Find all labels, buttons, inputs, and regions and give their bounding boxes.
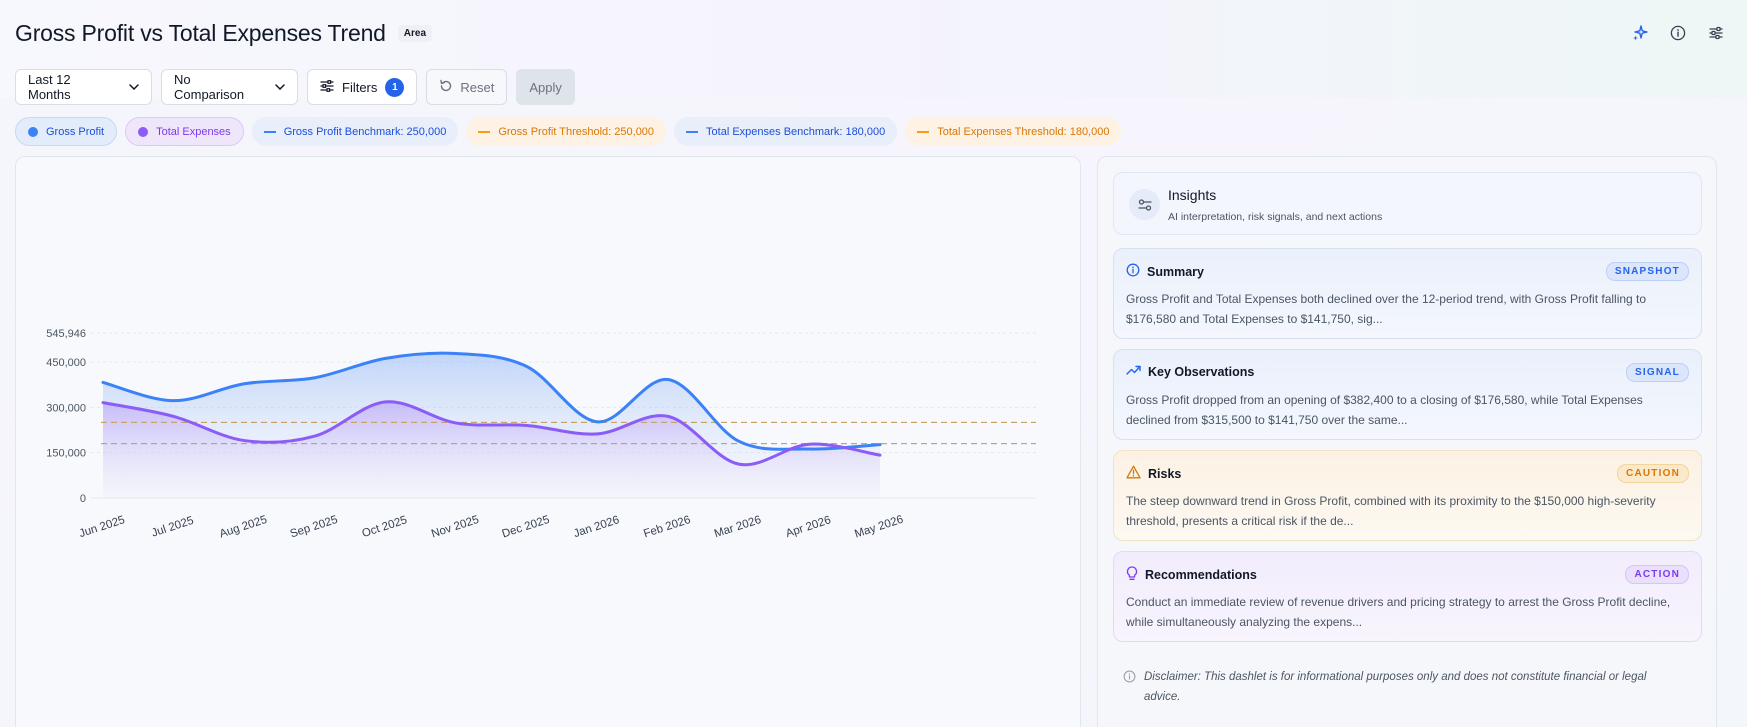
y-tick-label: 0 [80,493,86,505]
x-tick-label: Sep 2025 [289,514,340,541]
reset-icon [439,79,453,96]
y-tick-label: 300,000 [46,402,86,414]
sparkle-icon[interactable] [1631,24,1649,42]
header-actions [1631,24,1725,42]
risks-card-text: The steep downward trend in Gross Profit… [1126,494,1656,528]
info-icon [1123,670,1136,707]
legend-line [263,130,276,133]
total-expenses-line [101,400,882,467]
insights-subtitle: AI interpretation, risk signals, and nex… [1168,211,1383,223]
summary-card-text: Gross Profit and Total Expenses both dec… [1126,292,1647,326]
x-tick-label: Feb 2026 [642,514,692,540]
legend-label: Gross Profit Benchmark: 250,000 [283,125,447,138]
observations-card-tag: SIGNAL [1626,363,1689,382]
y-tick-label: 545,946 [46,328,86,340]
info-icon[interactable] [1669,24,1687,42]
chart-legend: Gross Profit Total Expenses Gross Profit… [15,117,1122,146]
legend-te-threshold[interactable]: Total Expenses Threshold: 180,000 [905,117,1122,146]
insights-sliders-icon [1129,189,1160,220]
legend-label: Total Expenses Benchmark: 180,000 [706,125,886,138]
filters-count-badge: 1 [385,77,405,97]
apply-button[interactable]: Apply [516,69,575,105]
warning-icon [1126,465,1141,482]
legend-label: Total Expenses [156,125,231,138]
chart-card: 545,946 450,000 300,000 150,000 0 Jun 2025 Jul… [15,156,1081,727]
observations-card-text: Gross Profit dropped from an opening of … [1126,393,1643,427]
insights-title: Insights [1168,187,1217,203]
filters-button[interactable]: Filters 1 [307,69,418,105]
risks-card[interactable]: Risks CAUTION The steep downward trend i… [1113,450,1702,541]
x-tick-label: Nov 2025 [430,514,481,541]
page-title: Gross Profit vs Total Expenses Trend [15,20,386,46]
summary-card[interactable]: Summary SNAPSHOT Gross Profit and Total … [1113,248,1702,339]
risks-card-header: Risks [1126,465,1181,482]
y-tick-label: 150,000 [46,448,86,460]
x-tick-label: Jun 2025 [78,514,127,540]
legend-te-benchmark[interactable]: Total Expenses Benchmark: 180,000 [674,117,898,146]
chevron-down-icon [129,84,139,90]
x-tick-label: Apr 2026 [784,514,832,540]
legend-dot [28,126,38,137]
legend-total-expenses[interactable]: Total Expenses [125,117,244,146]
observations-card[interactable]: Key Observations SIGNAL Gross Profit dro… [1113,349,1702,440]
legend-gp-threshold[interactable]: Gross Profit Threshold: 250,000 [466,117,667,146]
legend-label: Gross Profit [46,125,105,138]
legend-line [686,130,699,133]
filters-label: Filters [342,79,378,95]
x-tick-label: Jan 2026 [572,514,621,540]
sliders-icon[interactable] [1707,24,1725,42]
y-tick-label: 450,000 [46,357,86,369]
legend-line [917,130,930,133]
legend-gross-profit[interactable]: Gross Profit [15,117,118,146]
recommendations-card-header: Recommendations [1126,566,1257,584]
trending-up-icon [1126,364,1141,379]
legend-gp-benchmark[interactable]: Gross Profit Benchmark: 250,000 [251,117,459,146]
recommendations-card-text: Conduct an immediate review of revenue d… [1126,595,1671,629]
x-tick-label: Oct 2025 [361,514,409,540]
x-tick-label: Dec 2025 [501,514,552,541]
area-chart: 545,946 450,000 300,000 150,000 0 Jun 2025 Jul… [46,328,1036,541]
title-row: Gross Profit vs Total Expenses Trend Are… [15,20,433,47]
recommendations-card[interactable]: Recommendations ACTION Conduct an immedi… [1113,551,1702,642]
observations-card-title: Key Observations [1148,364,1255,379]
gross-profit-line [101,351,882,451]
legend-label: Gross Profit Threshold: 250,000 [498,125,655,138]
lightbulb-icon [1126,566,1138,584]
legend-dot [138,126,149,137]
recommendations-card-title: Recommendations [1145,568,1257,582]
x-tick-label: Aug 2025 [218,514,269,541]
recommendations-card-tag: ACTION [1625,565,1689,584]
reset-button[interactable]: Reset [426,69,508,105]
x-tick-label: May 2026 [853,514,905,541]
filter-sliders-icon [320,79,334,96]
risks-card-title: Risks [1148,466,1182,481]
summary-card-title: Summary [1147,264,1204,279]
chevron-down-icon [275,84,285,90]
disclaimer: Disclaimer: This dashlet is for informat… [1123,667,1683,707]
period-select-value: Last 12 Months [28,72,71,102]
period-select[interactable]: Last 12 Months [15,69,152,105]
info-icon [1126,263,1140,280]
insights-header: Insights AI interpretation, risk signals… [1113,172,1702,235]
disclaimer-text: Disclaimer: This dashlet is for informat… [1144,671,1647,703]
risks-card-tag: CAUTION [1617,464,1689,483]
legend-line [478,130,491,133]
x-tick-label: Mar 2026 [713,514,763,540]
chart-type-badge: Area [397,25,433,42]
reset-label: Reset [460,79,495,95]
summary-card-tag: SNAPSHOT [1605,262,1689,281]
apply-label: Apply [529,79,562,95]
comparison-select-value: No Comparison [174,72,245,102]
insights-panel: Insights AI interpretation, risk signals… [1097,156,1717,727]
toolbar: Last 12 Months No Comparison Filters 1 R… [15,69,575,105]
summary-card-header: Summary [1126,263,1204,280]
legend-label: Total Expenses Threshold: 180,000 [937,125,1110,138]
observations-card-header: Key Observations [1126,364,1254,379]
comparison-select[interactable]: No Comparison [161,69,298,105]
x-tick-label: Jul 2025 [150,515,195,540]
